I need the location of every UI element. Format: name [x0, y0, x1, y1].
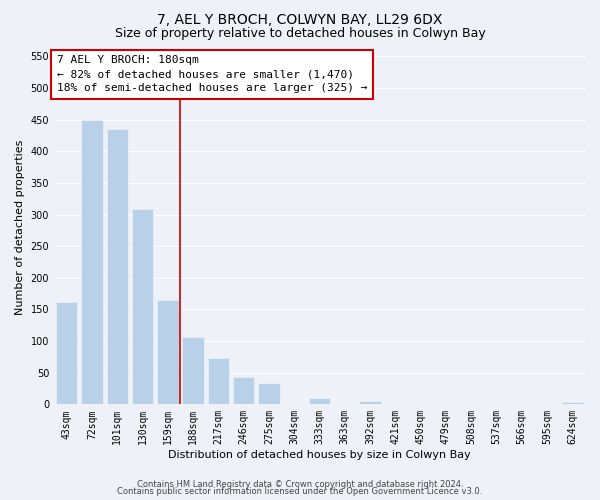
Bar — [562, 402, 583, 404]
Bar — [56, 302, 77, 404]
Bar — [132, 210, 153, 404]
Bar — [258, 384, 280, 404]
Bar — [182, 336, 204, 404]
Bar — [208, 358, 229, 405]
Bar — [81, 120, 103, 405]
Text: 7 AEL Y BROCH: 180sqm
← 82% of detached houses are smaller (1,470)
18% of semi-d: 7 AEL Y BROCH: 180sqm ← 82% of detached … — [56, 55, 367, 93]
Bar — [107, 129, 128, 404]
Bar — [157, 300, 179, 405]
Text: 7, AEL Y BROCH, COLWYN BAY, LL29 6DX: 7, AEL Y BROCH, COLWYN BAY, LL29 6DX — [157, 12, 443, 26]
Y-axis label: Number of detached properties: Number of detached properties — [15, 140, 25, 315]
Text: Contains HM Land Registry data © Crown copyright and database right 2024.: Contains HM Land Registry data © Crown c… — [137, 480, 463, 489]
Text: Contains public sector information licensed under the Open Government Licence v3: Contains public sector information licen… — [118, 488, 482, 496]
Text: Size of property relative to detached houses in Colwyn Bay: Size of property relative to detached ho… — [115, 28, 485, 40]
X-axis label: Distribution of detached houses by size in Colwyn Bay: Distribution of detached houses by size … — [168, 450, 471, 460]
Bar — [309, 398, 330, 404]
Bar — [359, 400, 381, 404]
Bar — [233, 377, 254, 404]
